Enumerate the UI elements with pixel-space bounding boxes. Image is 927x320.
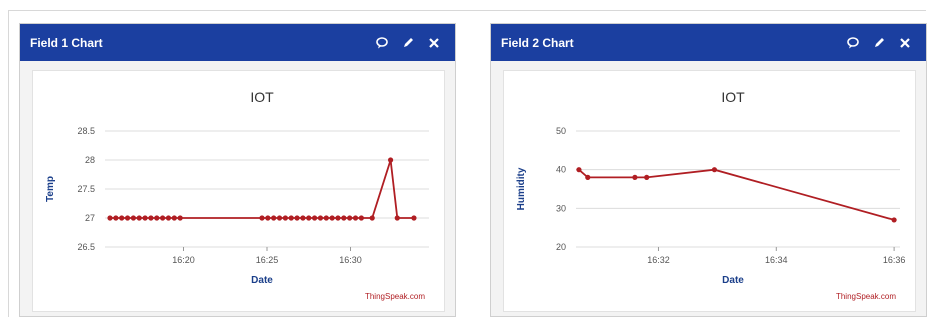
data-point: [177, 215, 183, 221]
data-point: [891, 217, 897, 223]
field-2-chart-card: IOT 20 30 40 50 16:32 16:34 16:36 Date Humidity Th…: [503, 70, 916, 312]
data-point: [160, 215, 166, 221]
humidity-chart: IOT 20 30 40 50 16:32 16:34 16:36 Date Humidity Th…: [516, 89, 906, 301]
y-tick-label: 40: [556, 165, 566, 175]
data-point: [358, 215, 364, 221]
data-point: [347, 215, 353, 221]
data-point: [311, 215, 318, 221]
credit-label: ThingSpeak.com: [365, 292, 425, 301]
x-tick-label: 16:30: [339, 255, 362, 265]
data-point: [136, 215, 142, 221]
x-tick-label: 16:34: [765, 255, 788, 265]
chart-title: IOT: [250, 89, 274, 105]
data-point: [113, 215, 119, 221]
data-point: [107, 215, 113, 221]
x-tick-label: 16:36: [883, 255, 906, 265]
field-2-chart-widget: Field 2 Chart IOT 20 30 40 50 16:32 16:34 16:36…: [490, 23, 927, 317]
x-axis-label: Date: [251, 275, 273, 286]
data-point: [387, 157, 394, 163]
y-tick-label: 28.5: [77, 126, 95, 136]
data-point: [294, 215, 300, 221]
field-1-chart-card: IOT 26.5 27 27.5 28 28.5 16:20 16:25 16:30 Date Te…: [32, 70, 445, 312]
widget-title: Field 1 Chart: [30, 35, 103, 50]
data-point: [394, 215, 400, 221]
y-tick-label: 50: [556, 126, 566, 136]
data-point: [632, 174, 638, 180]
data-point: [148, 215, 154, 221]
data-point: [259, 215, 265, 221]
widget-title: Field 2 Chart: [501, 35, 574, 50]
x-axis-label: Date: [722, 275, 744, 286]
data-point: [154, 215, 160, 221]
data-point: [142, 215, 148, 221]
y-axis-label: Temp: [45, 176, 56, 202]
data-point: [335, 215, 341, 221]
y-tick-label: 27.5: [77, 184, 95, 194]
close-icon[interactable]: [423, 32, 445, 54]
data-point: [282, 215, 288, 221]
data-point: [711, 167, 718, 173]
y-tick-label: 20: [556, 242, 566, 252]
y-tick-label: 26.5: [77, 242, 95, 252]
data-point: [165, 215, 172, 221]
data-point: [171, 215, 177, 221]
data-point: [271, 215, 277, 221]
data-point: [576, 167, 582, 173]
data-point: [411, 215, 417, 221]
data-point: [300, 215, 306, 221]
x-tick-label: 16:25: [256, 255, 279, 265]
y-axis-label: Humidity: [516, 167, 527, 210]
chart-title: IOT: [721, 89, 745, 105]
credit-label: ThingSpeak.com: [836, 292, 896, 301]
data-point: [323, 215, 329, 221]
data-point: [644, 174, 650, 180]
widget-header: Field 2 Chart: [491, 24, 926, 61]
y-tick-label: 30: [556, 203, 566, 213]
y-tick-label: 27: [85, 213, 95, 223]
data-point: [329, 215, 335, 221]
data-point: [265, 215, 271, 221]
data-point: [585, 174, 591, 180]
data-point: [130, 215, 136, 221]
edit-icon[interactable]: [868, 32, 890, 54]
x-tick-label: 16:32: [647, 255, 670, 265]
data-point: [369, 215, 375, 221]
data-point: [341, 215, 347, 221]
data-point: [352, 215, 359, 221]
data-point: [276, 215, 283, 221]
temp-chart: IOT 26.5 27 27.5 28 28.5 16:20 16:25 16:30 Date Te…: [45, 89, 429, 301]
edit-icon[interactable]: [397, 32, 419, 54]
y-tick-label: 28: [85, 155, 95, 165]
comment-icon[interactable]: [371, 32, 393, 54]
data-point: [124, 215, 131, 221]
field-1-chart-widget: Field 1 Chart IOT 26.5 27 27.5 28 28.5 16:20 16…: [19, 23, 456, 317]
widget-header: Field 1 Chart: [20, 24, 455, 61]
data-point: [317, 215, 324, 221]
data-point: [288, 215, 294, 221]
comment-icon[interactable]: [842, 32, 864, 54]
data-point: [119, 215, 125, 221]
series-line: [578, 168, 895, 221]
x-tick-label: 16:20: [172, 255, 195, 265]
close-icon[interactable]: [894, 32, 916, 54]
data-point: [306, 215, 312, 221]
